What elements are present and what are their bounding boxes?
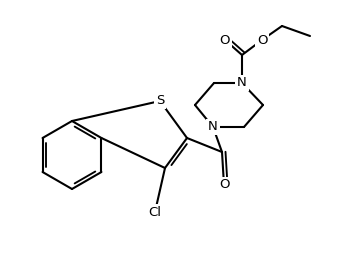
Text: S: S [156, 95, 164, 107]
Text: O: O [257, 34, 267, 46]
Text: N: N [208, 121, 218, 134]
Text: Cl: Cl [149, 205, 161, 219]
Text: O: O [219, 178, 229, 192]
Text: N: N [237, 77, 247, 90]
Text: O: O [220, 34, 230, 46]
